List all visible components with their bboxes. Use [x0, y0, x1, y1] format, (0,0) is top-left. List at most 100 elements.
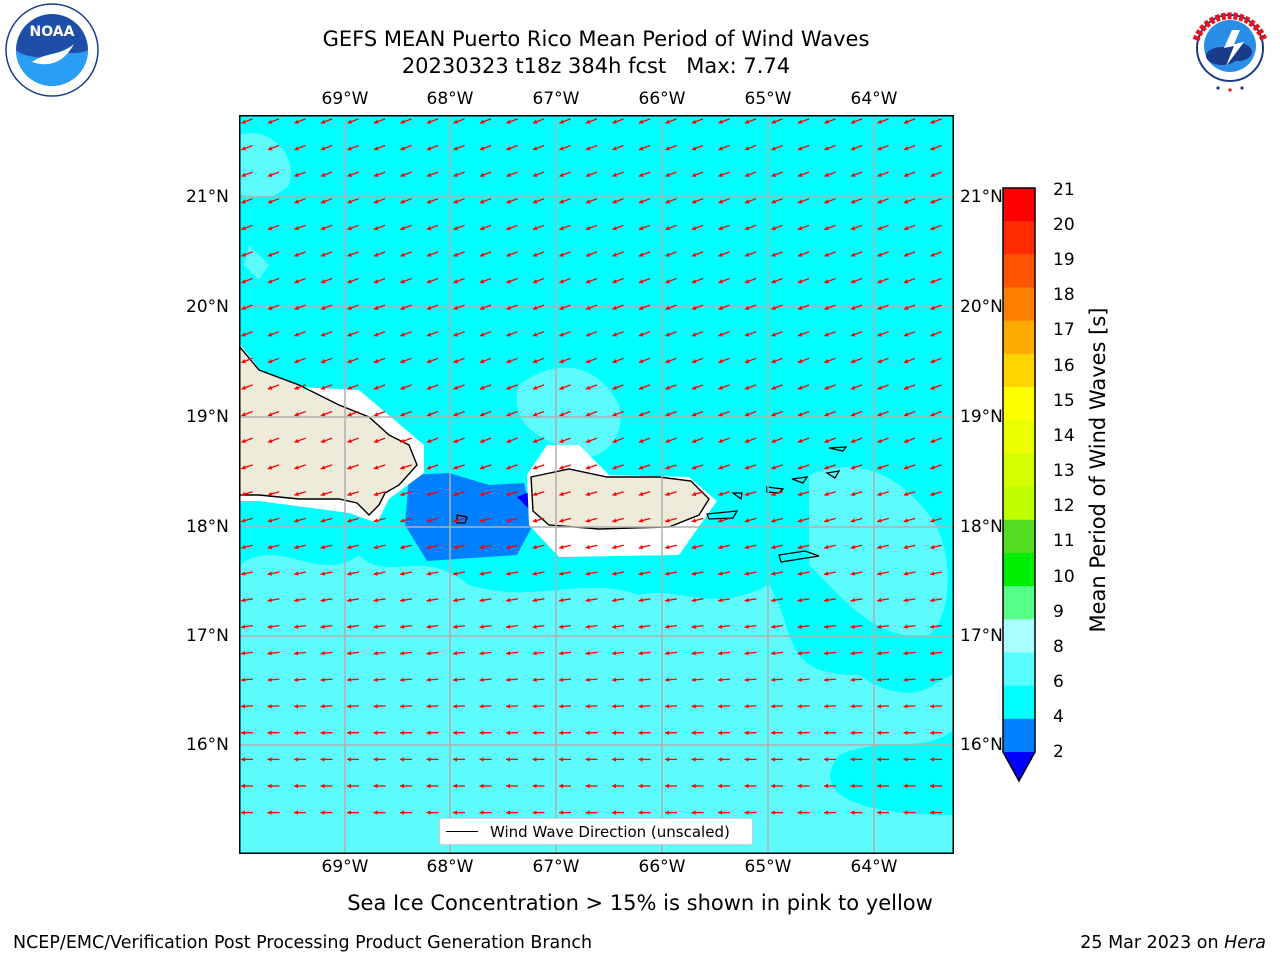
wind-arrow [320, 757, 333, 762]
colorbar-label: 19 [1053, 250, 1075, 270]
wind-arrow [876, 651, 890, 656]
wind-arrow [294, 783, 306, 789]
wind-arrow [665, 144, 677, 151]
wind-arrow [506, 810, 518, 815]
wind-arrow [691, 304, 704, 310]
wind-arrow [294, 198, 306, 204]
lat-tick-left: 20°N [186, 297, 229, 317]
wind-arrow [558, 571, 572, 576]
wind-arrow [426, 437, 439, 443]
wind-arrow [744, 144, 757, 151]
wind-arrow [532, 677, 545, 682]
wind-arrow [930, 331, 942, 337]
lon-tick-top: 69°W [321, 89, 369, 109]
wind-arrow [559, 757, 571, 762]
colorbar-block [1003, 552, 1035, 587]
wind-arrow [479, 144, 492, 151]
wind-arrow [267, 118, 280, 124]
wind-arrow [558, 730, 572, 735]
wind-arrow [612, 544, 624, 550]
wind-arrow [585, 224, 598, 231]
wind-arrow [479, 384, 492, 390]
wind-arrow [930, 304, 942, 310]
wind-arrow [373, 730, 386, 735]
wind-arrow [559, 384, 571, 390]
wind-arrow [638, 464, 651, 470]
wind-arrow [665, 198, 677, 204]
colorbar-label: 4 [1053, 707, 1064, 727]
wind-arrow [903, 464, 916, 470]
wind-arrow [479, 171, 492, 177]
wind-arrow [506, 437, 518, 443]
wind-arrow [320, 624, 333, 629]
lon-tick-bottom: 65°W [744, 857, 792, 877]
wind-arrow [612, 517, 624, 523]
wind-arrow [400, 410, 412, 417]
wind-arrow [744, 544, 757, 550]
lat-tick-left: 16°N [186, 735, 229, 755]
wind-arrow [664, 571, 678, 576]
wind-arrow [903, 277, 916, 284]
wind-arrow [691, 277, 704, 284]
wind-arrow [241, 277, 253, 284]
wind-arrow [664, 677, 678, 682]
wind-arrow [559, 118, 571, 124]
wind-arrow [294, 384, 306, 390]
wind-arrow [717, 704, 731, 709]
wind-arrow [771, 251, 783, 257]
wind-arrow [400, 171, 412, 177]
wind-arrow [506, 304, 518, 310]
colorbar-block [1003, 685, 1035, 720]
colorbar-block [1003, 221, 1035, 255]
wind-arrow [638, 783, 651, 789]
wind-arrow [638, 410, 651, 417]
wind-arrow [453, 757, 465, 762]
wind-arrow [347, 357, 359, 364]
wind-arrow [824, 384, 836, 390]
wind-arrow [797, 384, 810, 390]
wind-arrow [665, 464, 677, 470]
wind-arrow [532, 251, 545, 257]
wind-arrow [877, 410, 889, 417]
wind-arrow [532, 410, 545, 417]
wind-arrow [426, 384, 439, 390]
wind-arrow [770, 704, 784, 709]
wind-arrow [824, 517, 836, 523]
wind-arrow [877, 144, 889, 151]
wind-arrow [453, 491, 465, 497]
wind-arrow [399, 598, 413, 603]
wind-arrow [241, 224, 253, 231]
wind-arrow [850, 144, 863, 151]
colorbar-block [1003, 652, 1035, 687]
wind-arrow [505, 677, 519, 682]
colorbar-label: 21 [1053, 180, 1075, 200]
wind-arrow [824, 783, 836, 789]
wind-arrow [771, 544, 783, 550]
wind-arrow [903, 410, 916, 417]
colorbar-label: 8 [1053, 637, 1064, 657]
wind-arrow [665, 251, 677, 257]
wind-arrow [426, 118, 439, 124]
wind-arrow [240, 730, 254, 735]
wind-arrow [426, 598, 439, 603]
wind-arrow [293, 677, 307, 682]
wind-arrow [240, 677, 254, 682]
wind-arrow [585, 331, 598, 337]
wind-arrow [426, 704, 439, 709]
wind-arrow [929, 704, 943, 709]
wind-arrow [903, 331, 916, 337]
wind-arrow [691, 224, 704, 231]
wind-arrow [373, 783, 386, 789]
wind-arrow [373, 624, 386, 629]
wind-arrow [506, 171, 518, 177]
wind-arrow [532, 730, 545, 735]
wind-arrow [320, 357, 333, 364]
wind-arrow [612, 198, 624, 204]
wind-arrow [532, 757, 545, 762]
wind-arrow [426, 491, 439, 497]
wind-arrow [744, 598, 757, 603]
wind-arrow [797, 757, 810, 762]
wind-arrow [876, 677, 890, 682]
wind-arrow [267, 464, 280, 470]
wind-arrow [930, 410, 942, 417]
